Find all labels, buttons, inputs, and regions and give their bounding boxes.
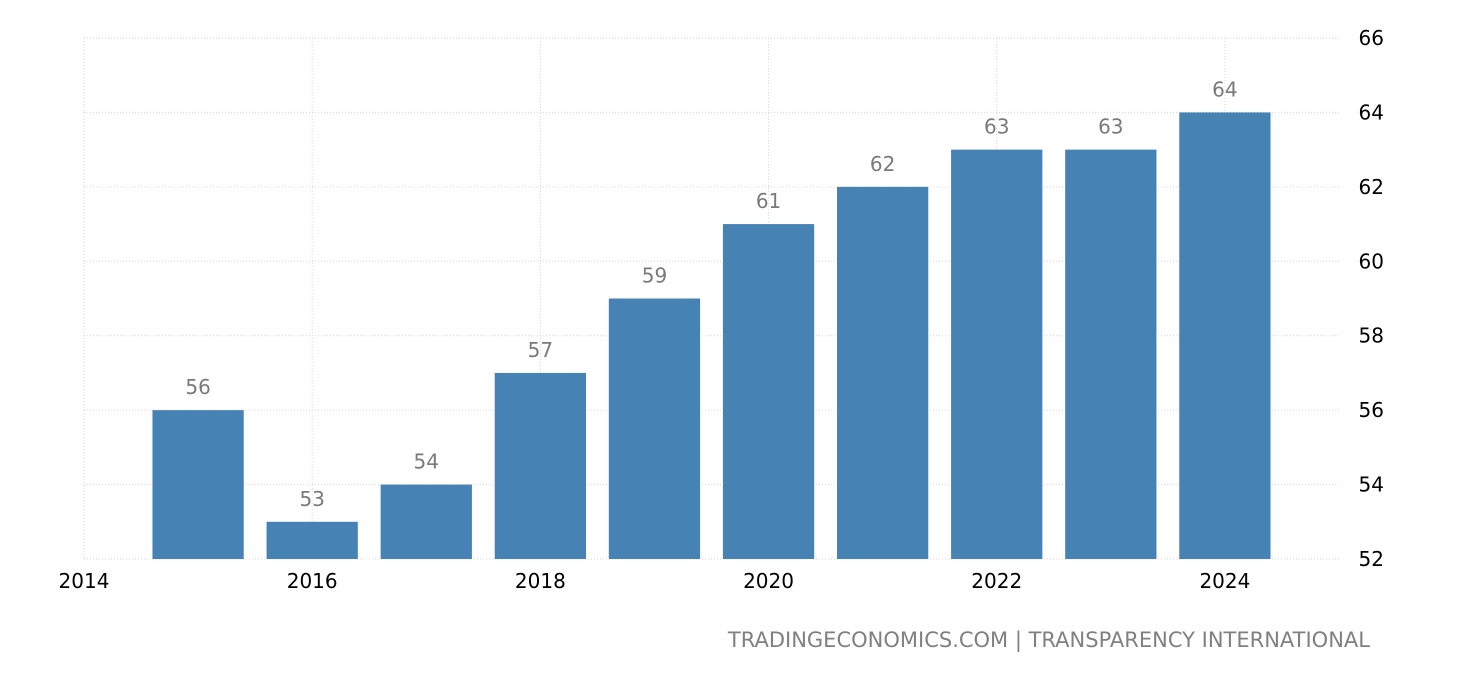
bar-2020 [722, 224, 815, 560]
bars [152, 112, 1271, 560]
bar-2015 [152, 410, 244, 559]
y-tick-label: 60 [1359, 249, 1384, 273]
bar-2023 [1065, 149, 1157, 559]
y-tick-label: 64 [1359, 100, 1384, 124]
source-attribution: TRADINGECONOMICS.COM | TRANSPARENCY INTE… [727, 628, 1370, 652]
y-axis: 52 54 56 58 60 62 64 66 [1359, 26, 1384, 571]
bar-2024 [1179, 112, 1271, 559]
data-labels: 56 53 54 57 59 61 62 63 63 64 [185, 77, 1237, 510]
x-tick-label: 2014 [59, 569, 110, 593]
bar-2022 [951, 149, 1043, 559]
x-tick-label: 2016 [287, 569, 338, 593]
bar-2016 [266, 521, 358, 559]
data-label-2023: 63 [1098, 115, 1123, 139]
bar-2017 [380, 484, 472, 559]
data-label-2021: 62 [870, 152, 895, 176]
data-label-2018: 57 [528, 338, 553, 362]
x-tick-label: 2022 [971, 569, 1022, 593]
y-tick-label: 58 [1359, 324, 1384, 348]
x-axis: 2014 2016 2018 2020 2022 2024 [59, 569, 1251, 593]
y-tick-label: 52 [1359, 547, 1384, 571]
y-tick-label: 54 [1359, 473, 1384, 497]
x-tick-label: 2024 [1199, 569, 1250, 593]
x-tick-label: 2018 [515, 569, 566, 593]
x-tick-label: 2020 [743, 569, 794, 593]
data-label-2020: 61 [756, 189, 781, 213]
data-label-2016: 53 [299, 487, 324, 511]
bar-2021 [837, 186, 929, 559]
bar-2018 [494, 372, 586, 559]
data-label-2024: 64 [1212, 77, 1237, 101]
grid-lines [83, 37, 1339, 560]
data-label-2015: 56 [185, 375, 210, 399]
bar-2019 [608, 298, 701, 559]
data-label-2019: 59 [642, 264, 667, 288]
data-label-2022: 63 [984, 115, 1009, 139]
y-tick-label: 62 [1359, 175, 1384, 199]
y-tick-label: 56 [1359, 398, 1384, 422]
y-tick-label: 66 [1359, 26, 1384, 50]
data-label-2017: 54 [414, 450, 439, 474]
